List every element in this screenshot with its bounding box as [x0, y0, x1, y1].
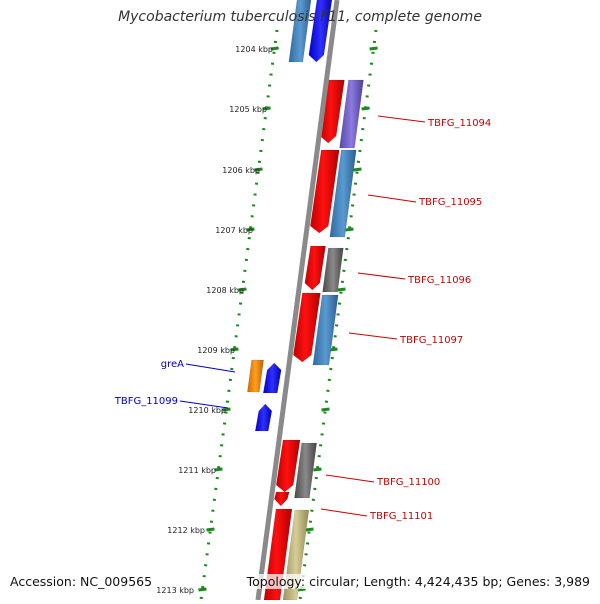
- tick-labels: 1204 kbp 1205 kbp 1206 kbp 1207 kbp 1208…: [156, 45, 273, 595]
- tick-mark: [313, 467, 322, 472]
- gene-labels: TBFG_11094 TBFG_11095 TBFG_11096 TBFG_11…: [114, 118, 492, 522]
- gene-feature[interactable]: [304, 245, 326, 291]
- tick-mark: [361, 106, 370, 111]
- gene-label[interactable]: TBFG_11101: [369, 511, 433, 522]
- tick-label: 1208 kbp: [206, 286, 244, 295]
- leader-line: [320, 508, 368, 517]
- gene-label[interactable]: TBFG_11100: [376, 477, 440, 488]
- gene-label[interactable]: TBFG_11094: [427, 118, 491, 129]
- tick-mark: [297, 587, 306, 592]
- outer-tick-ring: [298, 29, 378, 601]
- tick-mark: [246, 227, 255, 232]
- inner-tick-ring: [199, 29, 279, 601]
- tick-mark: [222, 407, 231, 412]
- tick-mark: [198, 587, 207, 592]
- gene-feature[interactable]: [339, 79, 364, 149]
- tick-mark: [321, 407, 330, 412]
- tick-mark: [206, 527, 215, 532]
- gene-label[interactable]: greA: [161, 359, 184, 370]
- gene-feature[interactable]: [322, 247, 344, 293]
- genome-backbone: [255, 0, 340, 601]
- gene-feature[interactable]: [274, 491, 290, 507]
- gene-feature[interactable]: [247, 359, 264, 393]
- tick-mark: [353, 167, 362, 172]
- tick-mark: [270, 46, 279, 51]
- tick-mark: [337, 287, 346, 292]
- gene-label[interactable]: TBFG_11097: [399, 335, 463, 346]
- gene-feature[interactable]: [294, 442, 317, 499]
- tick-mark: [230, 347, 239, 352]
- leader-line: [357, 272, 406, 280]
- tick-label: 1211 kbp: [178, 466, 216, 475]
- leader-line: [377, 115, 426, 123]
- tick-mark: [305, 527, 314, 532]
- tick-mark: [254, 167, 263, 172]
- tick-label: 1205 kbp: [229, 105, 267, 114]
- gene-features: [247, 0, 364, 601]
- accession-text: Accession: NC_009565: [8, 574, 155, 589]
- gene-label[interactable]: TBFG_11096: [407, 275, 471, 286]
- tick-label: 1210 kbp: [188, 406, 226, 415]
- gene-feature[interactable]: [288, 0, 312, 63]
- leader-line: [367, 194, 417, 203]
- tick-mark: [238, 287, 247, 292]
- gene-feature[interactable]: [262, 362, 282, 394]
- gene-feature[interactable]: [275, 439, 301, 493]
- label-leaders: [179, 115, 426, 517]
- gene-feature[interactable]: [310, 149, 340, 234]
- tick-label: 1204 kbp: [235, 45, 273, 54]
- tick-label: 1206 kbp: [222, 166, 260, 175]
- tick-label: 1209 kbp: [197, 346, 235, 355]
- tick-mark: [214, 467, 223, 472]
- gene-feature[interactable]: [329, 149, 357, 238]
- gene-label[interactable]: TBFG_11099: [114, 396, 178, 407]
- gene-feature[interactable]: [308, 0, 333, 63]
- map-title: Mycobacterium tuberculosis F11, complete…: [118, 9, 482, 25]
- tick-mark: [262, 106, 271, 111]
- leader-line: [185, 363, 236, 373]
- gene-label[interactable]: TBFG_11095: [418, 197, 482, 208]
- genome-summary: Topology: circular; Length: 4,424,435 bp…: [244, 574, 592, 589]
- tick-mark: [345, 227, 354, 232]
- tick-mark: [369, 46, 378, 51]
- gene-feature[interactable]: [293, 292, 321, 363]
- tick-label: 1212 kbp: [167, 526, 205, 535]
- gene-feature[interactable]: [254, 403, 273, 432]
- tick-label: 1207 kbp: [215, 226, 253, 235]
- leader-line: [348, 332, 398, 340]
- tick-label: 1213 kbp: [156, 586, 194, 595]
- leader-line: [179, 400, 229, 409]
- leader-line: [325, 474, 375, 483]
- gene-feature[interactable]: [312, 294, 339, 366]
